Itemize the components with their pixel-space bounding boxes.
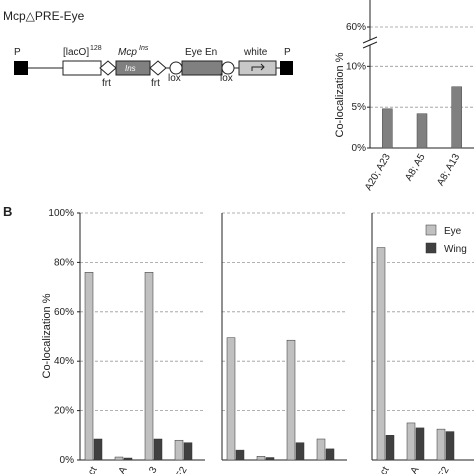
bar: [226, 337, 236, 461]
label: 128: [90, 45, 102, 52]
y-tick-label: 60%: [54, 307, 74, 318]
label: Ins: [125, 64, 136, 73]
x-tick-label: act: [83, 465, 99, 474]
bar: [183, 442, 193, 461]
arrow: [251, 63, 265, 71]
bar: [144, 272, 154, 461]
bar: [295, 442, 305, 461]
label: white: [243, 47, 268, 58]
frt-site: [149, 60, 167, 76]
bar: [325, 448, 335, 461]
x-tick-label: E2: [436, 465, 452, 474]
x-tick-label: A: [409, 465, 422, 474]
y-tick-label: 80%: [54, 257, 74, 268]
legend-label: Eye: [444, 226, 462, 237]
label: Ins: [139, 45, 149, 52]
y-tick-label: 60%: [346, 22, 366, 33]
y-axis-label: Co-localization %: [41, 293, 53, 378]
bar: [415, 427, 425, 461]
axis-break-mark: [362, 41, 378, 49]
construct-diagram: P [lacO] 128 frt Ins Mcp Ins frt lox Eye…: [14, 45, 293, 89]
legend-label: Wing: [444, 244, 467, 255]
eye-enhancer-box: [181, 60, 223, 76]
x-tick-label: A8; A5: [403, 152, 427, 183]
bar: [84, 272, 94, 461]
bar: [445, 431, 455, 461]
bar: [153, 438, 163, 461]
bar: [93, 438, 103, 461]
white-box: [238, 60, 277, 76]
label: Eye En: [185, 47, 217, 58]
label: P: [14, 47, 21, 58]
y-tick-label: 40%: [54, 356, 74, 367]
legend-swatch: [425, 242, 437, 254]
y-tick-label: 20%: [54, 406, 74, 417]
x-tick-label: A20; A23: [363, 152, 393, 193]
label: frt: [151, 78, 160, 89]
panel-title: Mcp△PRE-Eye: [3, 9, 85, 23]
legend-swatch: [425, 224, 437, 236]
y-tick-label: 5%: [352, 102, 367, 113]
y-axis-label: Co-localization %: [334, 52, 346, 137]
axis-break: [364, 40, 376, 45]
label: [lacO]: [63, 47, 89, 58]
x-tick-label: A: [117, 465, 130, 474]
bar: [385, 435, 395, 461]
label: Mcp: [118, 47, 137, 58]
lox-site: [221, 61, 235, 75]
laco-box: [62, 60, 102, 76]
x-tick-label: act: [375, 465, 391, 474]
y-tick-label: 10%: [346, 61, 366, 72]
y-tick-label: 0%: [60, 455, 75, 466]
promoter-box: [280, 61, 293, 75]
x-tick-label: E2: [174, 465, 190, 474]
label: lox: [220, 73, 233, 84]
frt-site: [99, 60, 117, 76]
bar: [316, 438, 326, 461]
bar: [451, 86, 462, 149]
bar: [235, 449, 245, 461]
x-tick-label: 3: [147, 465, 160, 474]
panel-label: B: [3, 204, 12, 219]
axis-break-mark: [362, 36, 378, 44]
label: lox: [168, 73, 181, 84]
bar: [114, 456, 124, 461]
bar: [382, 108, 393, 149]
x-tick-label: A8; A13: [435, 152, 462, 188]
bar: [406, 422, 416, 461]
bar: [376, 247, 386, 461]
y-tick-label: 100%: [48, 208, 74, 219]
label: frt: [102, 78, 111, 89]
bar: [286, 339, 296, 461]
bar: [123, 457, 133, 461]
bar: [174, 439, 184, 461]
y-tick-label: 0%: [352, 143, 367, 154]
promoter-box: [14, 61, 28, 75]
bar: [256, 456, 266, 461]
bar: [416, 113, 428, 149]
label: P: [284, 47, 291, 58]
bar: [436, 428, 446, 461]
bar: [265, 457, 275, 461]
